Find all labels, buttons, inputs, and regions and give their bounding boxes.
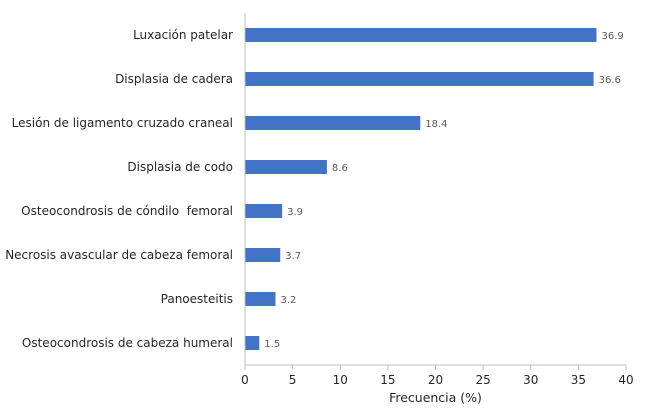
bar xyxy=(245,292,276,306)
bars-group xyxy=(245,28,597,350)
data-labels: 36.9 36.6 18.4 8.6 3.9 3.7 3.2 1.5 xyxy=(264,31,623,350)
data-label: 8.6 xyxy=(332,163,348,174)
category-label: Displasia de cadera xyxy=(115,72,233,86)
x-tick-label: 15 xyxy=(380,373,395,387)
category-label: Luxación patelar xyxy=(133,28,233,42)
data-label: 3.7 xyxy=(285,251,301,262)
x-tick-label: 5 xyxy=(289,373,297,387)
category-label: Osteocondrosis de cabeza humeral xyxy=(22,336,233,350)
x-tick-label: 20 xyxy=(428,373,443,387)
bar xyxy=(245,336,260,350)
data-label: 1.5 xyxy=(264,339,280,350)
category-label: Panoesteitis xyxy=(161,292,233,306)
data-label: 18.4 xyxy=(425,119,447,130)
x-tick-label: 40 xyxy=(618,373,633,387)
category-label: Necrosis avascular de cabeza femoral xyxy=(5,248,233,262)
x-tick-label: 25 xyxy=(475,373,490,387)
bar xyxy=(245,116,421,130)
bar xyxy=(245,160,327,174)
bar xyxy=(245,72,594,86)
bar xyxy=(245,28,597,42)
category-label: Displasia de codo xyxy=(127,160,233,174)
category-label: Lesión de ligamento cruzado craneal xyxy=(12,116,233,130)
x-tick-label: 30 xyxy=(523,373,538,387)
data-label: 3.9 xyxy=(287,207,303,218)
data-label: 36.9 xyxy=(601,31,623,42)
x-tick-label: 0 xyxy=(241,373,249,387)
x-tick-label: 10 xyxy=(333,373,348,387)
data-label: 36.6 xyxy=(599,75,621,86)
x-axis-title: Frecuencia (%) xyxy=(389,390,482,405)
category-labels: Luxación patelar Displasia de cadera Lesió… xyxy=(5,28,233,350)
x-tick-label: 35 xyxy=(571,373,586,387)
x-axis-ticks: 0 5 10 15 20 25 30 35 40 xyxy=(241,365,634,387)
data-label: 3.2 xyxy=(280,295,296,306)
bar xyxy=(245,204,283,218)
bar xyxy=(245,248,281,262)
category-label: Osteocondrosis de cóndilo femoral xyxy=(21,204,233,218)
